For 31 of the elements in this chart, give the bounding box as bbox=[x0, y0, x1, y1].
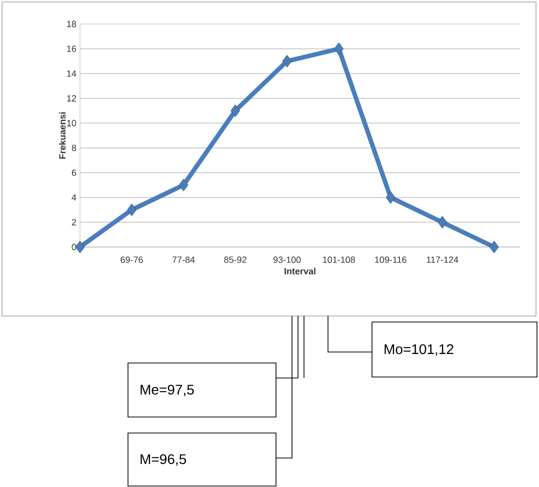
x-tick-label: 109-116 bbox=[375, 256, 406, 263]
x-axis-title: Interval bbox=[284, 268, 316, 274]
y-tick-label: 18 bbox=[67, 20, 76, 28]
x-tick-label: 117-124 bbox=[426, 256, 458, 263]
point bbox=[334, 42, 344, 56]
y-tick-label: 4 bbox=[72, 194, 76, 201]
point bbox=[489, 240, 499, 254]
point bbox=[438, 216, 448, 228]
x-tick-label: 101-108 bbox=[322, 256, 355, 263]
point bbox=[127, 204, 137, 216]
text: M=96,5 bbox=[140, 454, 186, 466]
y-tick-label: 12 bbox=[67, 95, 76, 102]
y-tick-label: 2 bbox=[72, 219, 76, 226]
text: Me=97,5 bbox=[140, 384, 194, 396]
point bbox=[386, 191, 396, 204]
y-tick-label: 16 bbox=[67, 46, 76, 52]
y-tick-label: 14 bbox=[67, 70, 76, 77]
y-tick-label: 10 bbox=[67, 120, 76, 126]
y-tick-label: 8 bbox=[72, 144, 76, 152]
x-tick-label: 69-76 bbox=[120, 256, 143, 263]
x-tick-label: 93-100 bbox=[273, 256, 301, 263]
point bbox=[178, 178, 188, 192]
point bbox=[230, 104, 240, 117]
y-axis-title: Frekuaensi bbox=[58, 112, 66, 159]
text: Mo=101,12 bbox=[384, 344, 454, 356]
point bbox=[282, 54, 292, 68]
x-tick-label: 85-92 bbox=[224, 256, 246, 263]
point bbox=[75, 240, 85, 254]
y-tick-label: 0 bbox=[72, 244, 76, 250]
y-tick-label: 6 bbox=[72, 169, 76, 176]
x-tick-label: 77-84 bbox=[172, 256, 195, 263]
